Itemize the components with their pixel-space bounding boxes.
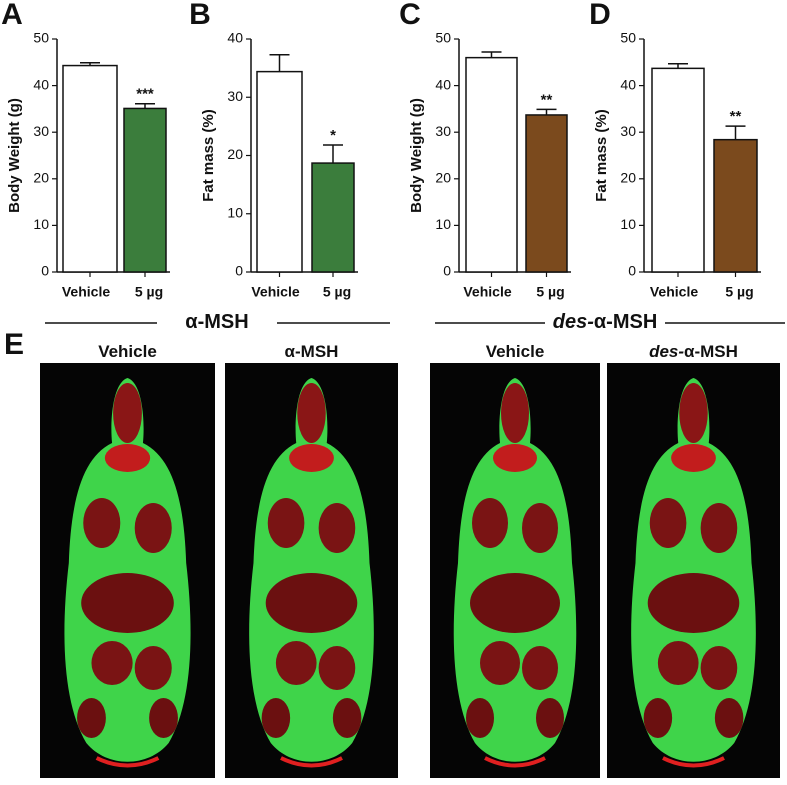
y-tick-label: 50 xyxy=(33,30,49,46)
y-tick-label: 20 xyxy=(435,170,451,186)
image-title-prefix: des- xyxy=(649,342,684,361)
x-tick-label: 5 µg xyxy=(323,284,351,300)
y-tick-label: 30 xyxy=(227,88,243,104)
y-tick-label: 10 xyxy=(33,216,49,232)
group-label: α-MSH xyxy=(185,311,248,333)
image-title-text: Vehicle xyxy=(486,342,545,361)
bar xyxy=(651,67,705,273)
x-tick-label: 5 µg xyxy=(725,284,753,300)
y-tick-label: 20 xyxy=(227,146,243,162)
x-tick-label: Vehicle xyxy=(62,284,110,300)
bar xyxy=(465,56,518,273)
group-label-name: α-MSH xyxy=(185,311,248,333)
y-tick-label: 30 xyxy=(620,123,636,139)
x-tick-label: Vehicle xyxy=(251,284,299,300)
image-title-text: α-MSH xyxy=(684,342,738,361)
group-label-name: α-MSH xyxy=(594,311,657,333)
mri-image xyxy=(40,363,215,778)
bar xyxy=(123,107,167,273)
mri-image xyxy=(607,363,780,778)
bar xyxy=(311,162,355,273)
panel-label: E xyxy=(4,328,24,361)
y-tick-label: 40 xyxy=(620,76,636,92)
y-tick-label: 40 xyxy=(227,30,243,46)
y-axis-label: Body Weight (g) xyxy=(408,98,425,213)
bar xyxy=(525,114,568,273)
significance: ** xyxy=(541,91,553,108)
group-label-prefix: des- xyxy=(553,311,594,333)
y-tick-label: 0 xyxy=(41,263,49,279)
image-title: α-MSH xyxy=(285,342,339,361)
y-tick-label: 40 xyxy=(33,76,49,92)
x-tick-label: 5 µg xyxy=(135,284,163,300)
y-tick-label: 0 xyxy=(235,263,243,279)
image-title-text: α-MSH xyxy=(285,342,339,361)
y-tick-label: 0 xyxy=(443,263,451,279)
y-tick-label: 30 xyxy=(435,123,451,139)
group-label: des-α-MSH xyxy=(553,311,658,333)
image-title: Vehicle xyxy=(486,342,545,361)
bar xyxy=(62,64,118,273)
image-title: des-α-MSH xyxy=(649,342,738,361)
y-tick-label: 50 xyxy=(435,30,451,46)
mri-image xyxy=(428,361,602,780)
y-tick-label: 40 xyxy=(435,76,451,92)
significance: * xyxy=(330,127,336,144)
y-tick-label: 20 xyxy=(33,170,49,186)
bar xyxy=(256,70,303,273)
bar xyxy=(713,138,758,273)
x-tick-label: 5 µg xyxy=(536,284,564,300)
mri-image xyxy=(225,363,398,778)
y-axis-label: Fat mass (%) xyxy=(200,109,217,202)
y-tick-label: 50 xyxy=(620,30,636,46)
y-tick-label: 30 xyxy=(33,123,49,139)
y-tick-label: 10 xyxy=(435,216,451,232)
x-tick-label: Vehicle xyxy=(463,284,511,300)
y-tick-label: 10 xyxy=(620,216,636,232)
panel-label: D xyxy=(589,0,611,31)
x-tick-label: Vehicle xyxy=(650,284,698,300)
panel-label: C xyxy=(399,0,421,31)
significance: ** xyxy=(730,108,742,125)
y-tick-label: 10 xyxy=(227,204,243,220)
image-title: Vehicle xyxy=(98,342,157,361)
image-title-text: Vehicle xyxy=(98,342,157,361)
significance: *** xyxy=(136,86,154,103)
y-axis-label: Fat mass (%) xyxy=(593,109,610,202)
y-tick-label: 20 xyxy=(620,170,636,186)
y-tick-label: 0 xyxy=(628,263,636,279)
y-axis-label: Body Weight (g) xyxy=(6,98,23,213)
panel-label: B xyxy=(189,0,211,31)
panel-label: A xyxy=(1,0,23,31)
